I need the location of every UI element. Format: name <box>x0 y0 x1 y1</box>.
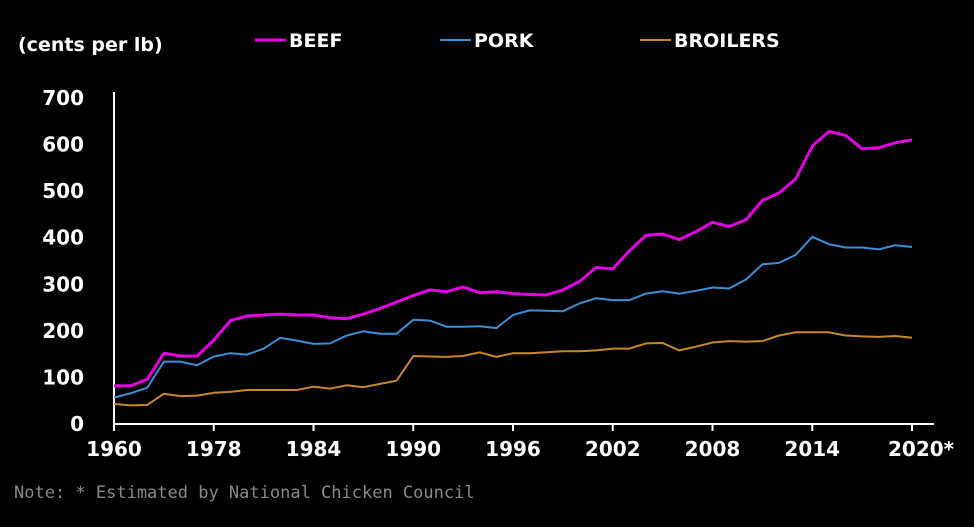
x-tick-label: 1978 <box>186 437 242 461</box>
x-axis-ticks: 1960 1978 1984 1990 1996 2002 2008 2014 2020* <box>86 424 955 461</box>
x-tick-label: 1984 <box>286 437 342 461</box>
x-tick-label: 2002 <box>585 437 641 461</box>
legend: BEEF PORK BROILERS <box>255 30 780 52</box>
y-axis-unit-label: (cents per lb) <box>18 34 163 56</box>
y-axis-ticks: 0 100 200 300 400 500 600 700 <box>42 86 84 436</box>
legend-label-pork: PORK <box>474 30 535 52</box>
y-tick-label: 700 <box>42 86 84 110</box>
axes <box>113 92 934 425</box>
y-tick-label: 300 <box>42 272 84 296</box>
x-tick-label: 1960 <box>86 437 142 461</box>
y-tick-label: 500 <box>42 179 84 203</box>
x-tick-label: 1990 <box>385 437 441 461</box>
y-tick-label: 100 <box>42 365 84 389</box>
x-tick-label: 2008 <box>685 437 741 461</box>
x-tick-label: 2014 <box>784 437 840 461</box>
series-line-broilers <box>113 331 913 407</box>
y-tick-label: 0 <box>70 412 84 436</box>
footnote: Note: * Estimated by National Chicken Co… <box>14 483 475 503</box>
series-line-beef <box>114 130 913 388</box>
x-tick-label: 1996 <box>485 437 541 461</box>
y-tick-label: 600 <box>42 133 84 157</box>
y-tick-label: 400 <box>42 226 84 250</box>
series-lines <box>113 130 913 407</box>
legend-label-broilers: BROILERS <box>674 30 780 52</box>
x-tick-label: 2020* <box>888 437 955 461</box>
legend-label-beef: BEEF <box>289 30 342 52</box>
series-line-pork <box>113 235 913 399</box>
y-tick-label: 200 <box>42 319 84 343</box>
